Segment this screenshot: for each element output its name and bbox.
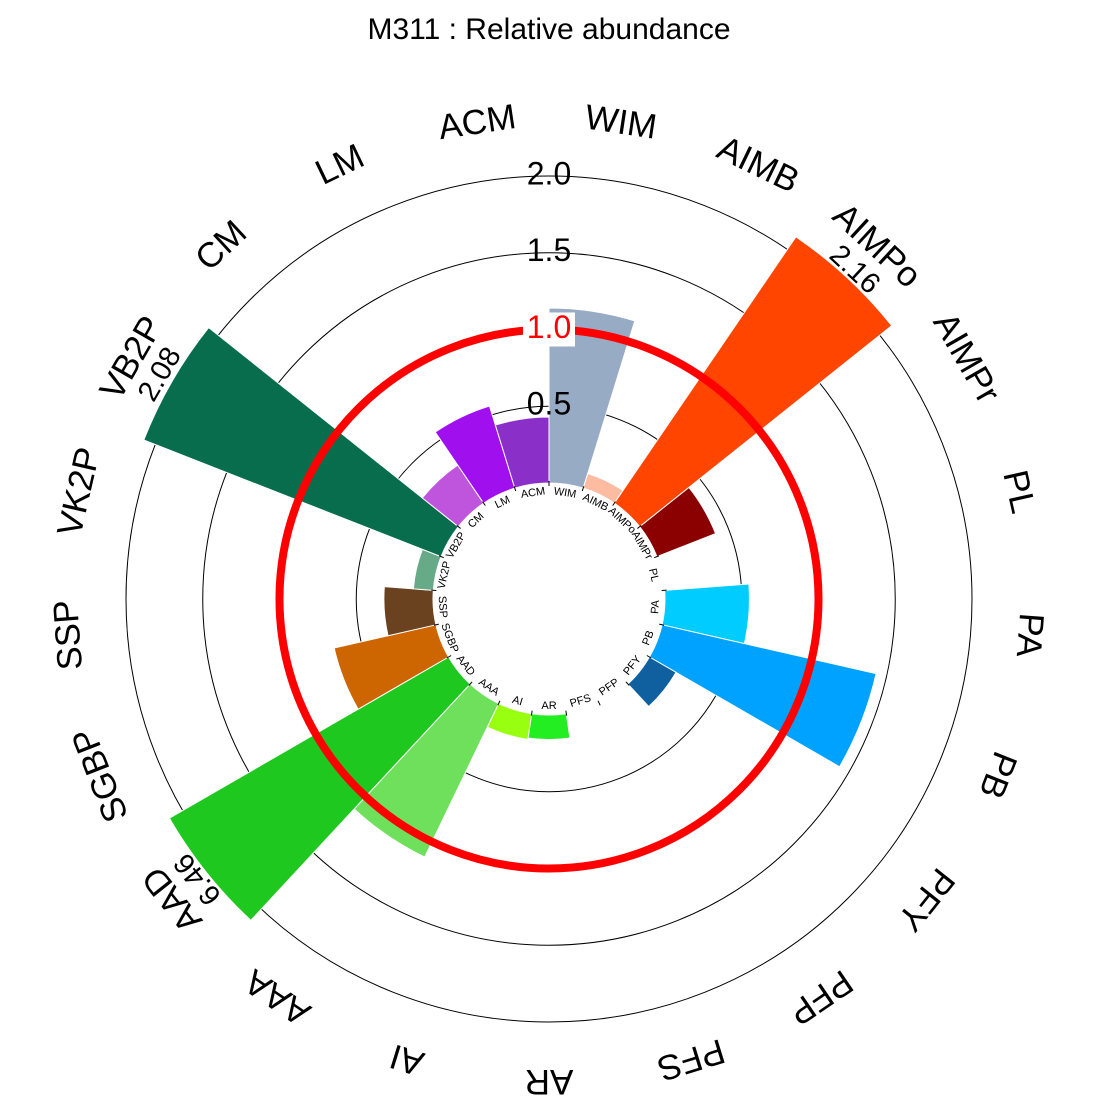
outer-label-sgbp: SGBP (64, 723, 136, 828)
outer-label-pfp: PFP (782, 962, 860, 1033)
outer-label-aaa: AAA (237, 961, 317, 1033)
inner-label-acm: ACM (520, 485, 546, 501)
tick-mark (598, 701, 600, 706)
outer-label-ai: AI (385, 1036, 428, 1083)
inner-label-ar: AR (541, 700, 556, 712)
ring-label-1-0: 1.0 (527, 309, 571, 345)
inner-label-pl: PL (646, 567, 661, 583)
outer-label-lm: LM (309, 136, 370, 192)
ring-label-0-5: 0.5 (527, 386, 571, 422)
outer-label-pfy: PFY (890, 861, 963, 939)
inner-label-pfp: PFP (597, 676, 621, 698)
outer-label-ssp: SSP (46, 599, 90, 672)
bar-ar (528, 714, 570, 740)
inner-label-pa: PA (649, 599, 662, 614)
outer-label-wim: WIM (582, 97, 659, 146)
outer-label-pb: PB (971, 746, 1024, 804)
ring-label-2-0: 2.0 (527, 155, 571, 191)
ring-label-1-5: 1.5 (527, 232, 571, 268)
outer-label-pa: PA (1009, 612, 1051, 660)
inner-label-pb: PB (640, 629, 657, 647)
outer-label-aimb: AIMB (711, 128, 805, 200)
inner-label-ssp: SSP (436, 596, 450, 619)
inner-label-wim: WIM (553, 485, 577, 500)
outer-label-ar: AR (525, 1062, 574, 1101)
inner-label-pfs: PFS (569, 692, 593, 710)
inner-label-ai: AI (511, 694, 524, 709)
outer-label-vk2p: VK2P (50, 444, 108, 540)
outer-label-pfs: PFS (653, 1031, 730, 1088)
bar-pb (649, 625, 876, 767)
chart-title: M311 : Relative abundance (367, 13, 730, 46)
outer-label-aimpr: AIMPr (925, 306, 1008, 410)
outer-label-acm: ACM (436, 97, 519, 147)
bars (144, 237, 892, 921)
bar-vb2p (144, 328, 458, 557)
outer-label-cm: CM (188, 213, 254, 279)
outer-label-pl: PL (995, 466, 1043, 516)
